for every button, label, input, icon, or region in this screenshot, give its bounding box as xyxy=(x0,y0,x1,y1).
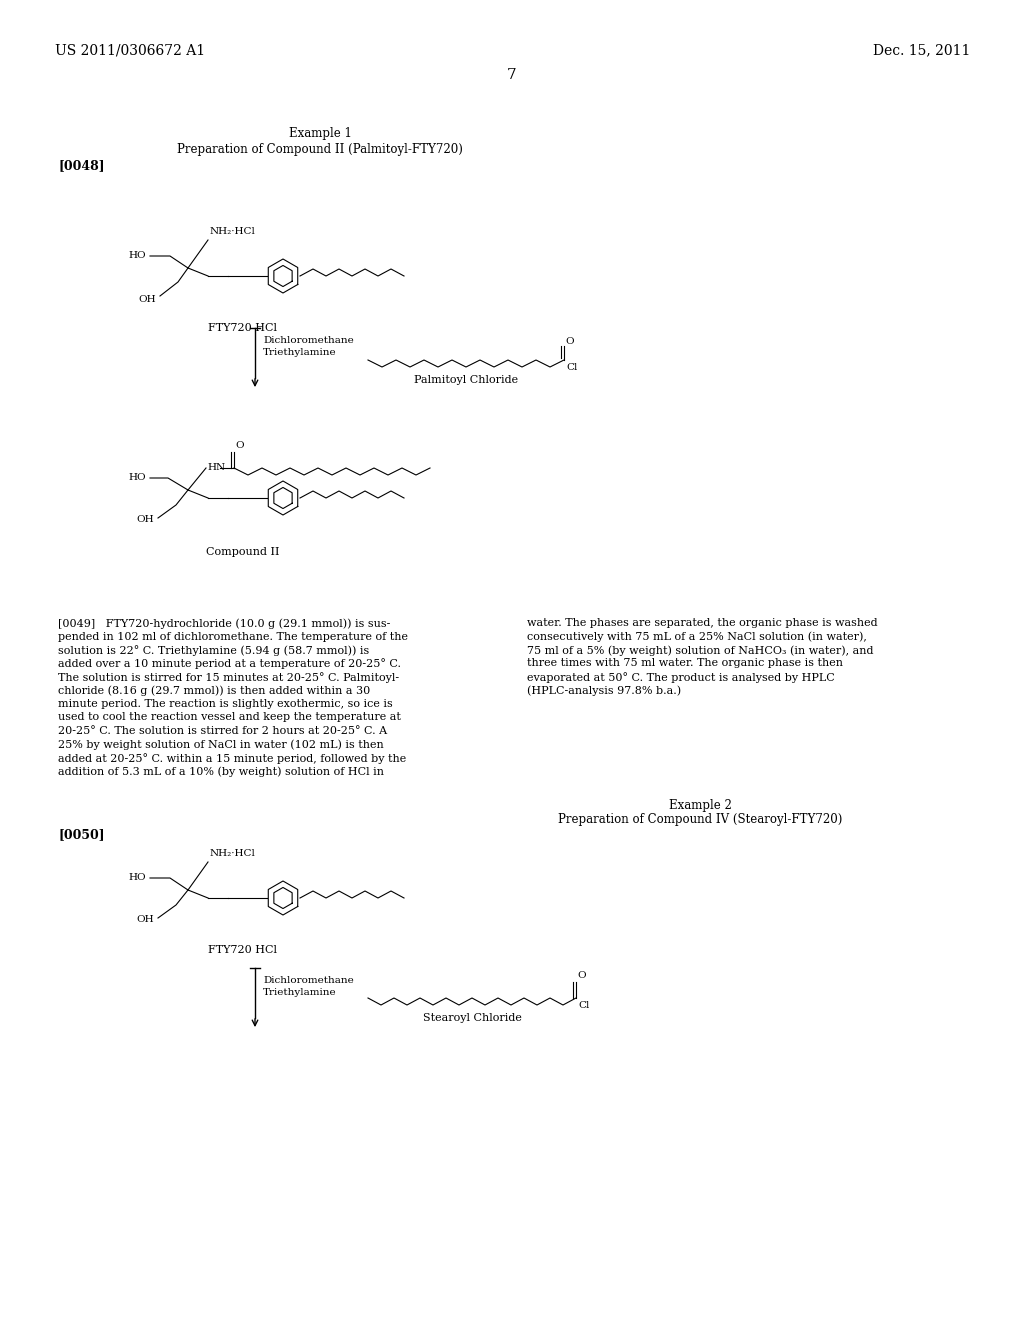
Text: OH: OH xyxy=(138,296,156,305)
Text: used to cool the reaction vessel and keep the temperature at: used to cool the reaction vessel and kee… xyxy=(58,713,400,722)
Text: Stearoyl Chloride: Stearoyl Chloride xyxy=(423,1012,521,1023)
Text: [0050]: [0050] xyxy=(58,829,104,842)
Text: pended in 102 ml of dichloromethane. The temperature of the: pended in 102 ml of dichloromethane. The… xyxy=(58,631,408,642)
Text: 75 ml of a 5% (by weight) solution of NaHCO₃ (in water), and: 75 ml of a 5% (by weight) solution of Na… xyxy=(527,645,873,656)
Text: NH₂·HCl: NH₂·HCl xyxy=(210,849,256,858)
Text: added over a 10 minute period at a temperature of 20-25° C.: added over a 10 minute period at a tempe… xyxy=(58,659,401,669)
Text: Cl: Cl xyxy=(578,1002,590,1011)
Text: consecutively with 75 mL of a 25% NaCl solution (in water),: consecutively with 75 mL of a 25% NaCl s… xyxy=(527,631,867,642)
Text: O: O xyxy=(234,441,244,450)
Text: 20-25° C. The solution is stirred for 2 hours at 20-25° C. A: 20-25° C. The solution is stirred for 2 … xyxy=(58,726,387,737)
Text: Dichloromethane: Dichloromethane xyxy=(263,337,353,345)
Text: [0049]   FTY720-hydrochloride (10.0 g (29.1 mmol)) is sus-: [0049] FTY720-hydrochloride (10.0 g (29.… xyxy=(58,618,390,628)
Text: HO: HO xyxy=(128,252,146,260)
Text: The solution is stirred for 15 minutes at 20-25° C. Palmitoyl-: The solution is stirred for 15 minutes a… xyxy=(58,672,399,682)
Text: added at 20-25° C. within a 15 minute period, followed by the: added at 20-25° C. within a 15 minute pe… xyxy=(58,752,407,764)
Text: evaporated at 50° C. The product is analysed by HPLC: evaporated at 50° C. The product is anal… xyxy=(527,672,835,682)
Text: OH: OH xyxy=(136,916,154,924)
Text: Preparation of Compound II (Palmitoyl-FTY720): Preparation of Compound II (Palmitoyl-FT… xyxy=(177,143,463,156)
Text: HN: HN xyxy=(207,463,225,473)
Text: O: O xyxy=(577,972,586,979)
Text: NH₂·HCl: NH₂·HCl xyxy=(210,227,256,236)
Text: water. The phases are separated, the organic phase is washed: water. The phases are separated, the org… xyxy=(527,618,878,628)
Text: O: O xyxy=(565,338,573,346)
Text: (HPLC-analysis 97.8% b.a.): (HPLC-analysis 97.8% b.a.) xyxy=(527,685,681,696)
Text: solution is 22° C. Triethylamine (5.94 g (58.7 mmol)) is: solution is 22° C. Triethylamine (5.94 g… xyxy=(58,645,370,656)
Text: FTY720 HCl: FTY720 HCl xyxy=(209,945,278,954)
Text: HO: HO xyxy=(128,474,146,483)
Text: 25% by weight solution of NaCl in water (102 mL) is then: 25% by weight solution of NaCl in water … xyxy=(58,739,384,750)
Text: [0048]: [0048] xyxy=(58,160,104,173)
Text: Dec. 15, 2011: Dec. 15, 2011 xyxy=(872,44,970,57)
Text: addition of 5.3 mL of a 10% (by weight) solution of HCl in: addition of 5.3 mL of a 10% (by weight) … xyxy=(58,767,384,777)
Text: Compound II: Compound II xyxy=(206,546,280,557)
Text: chloride (8.16 g (29.7 mmol)) is then added within a 30: chloride (8.16 g (29.7 mmol)) is then ad… xyxy=(58,685,371,696)
Text: Cl: Cl xyxy=(566,363,578,372)
Text: 7: 7 xyxy=(507,69,517,82)
Text: Triethylamine: Triethylamine xyxy=(263,348,337,356)
Text: minute period. The reaction is slightly exothermic, so ice is: minute period. The reaction is slightly … xyxy=(58,700,393,709)
Text: Example 2: Example 2 xyxy=(669,799,731,812)
Text: Example 1: Example 1 xyxy=(289,127,351,140)
Text: HO: HO xyxy=(128,874,146,883)
Text: US 2011/0306672 A1: US 2011/0306672 A1 xyxy=(55,44,205,57)
Text: Preparation of Compound IV (Stearoyl-FTY720): Preparation of Compound IV (Stearoyl-FTY… xyxy=(558,813,842,826)
Text: Palmitoyl Chloride: Palmitoyl Chloride xyxy=(414,375,518,385)
Text: FTY720 HCl: FTY720 HCl xyxy=(209,323,278,333)
Text: Dichloromethane: Dichloromethane xyxy=(263,975,353,985)
Text: Triethylamine: Triethylamine xyxy=(263,987,337,997)
Text: three times with 75 ml water. The organic phase is then: three times with 75 ml water. The organi… xyxy=(527,659,843,668)
Text: OH: OH xyxy=(136,516,154,524)
